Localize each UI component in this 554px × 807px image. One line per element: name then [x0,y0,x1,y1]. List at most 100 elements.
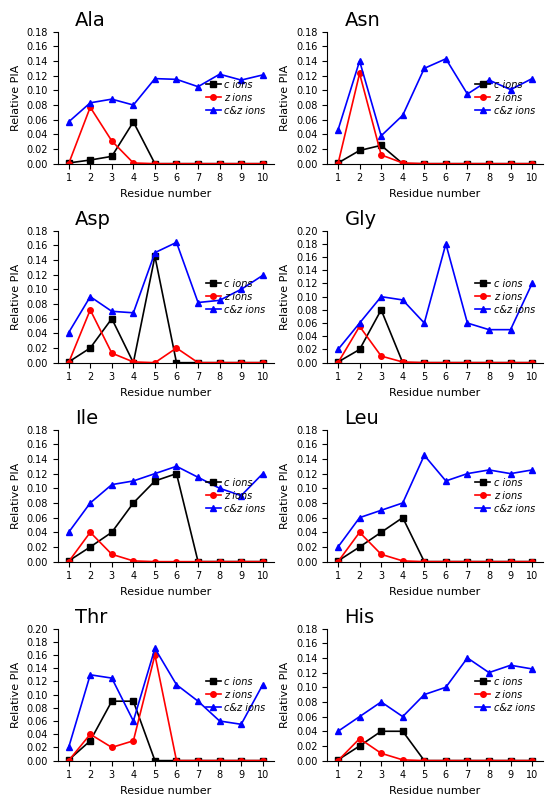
c&z ions [529,73,535,83]
Text: Ala: Ala [75,11,106,30]
z ions [130,158,137,168]
z ions [529,159,535,169]
z ions [335,756,341,766]
z ions [443,557,449,567]
c&z ions [87,498,94,508]
c ions [399,512,406,522]
Line: c ions: c ions [66,253,265,366]
Line: z ions: z ions [66,652,265,763]
c ions [486,557,493,567]
Text: Ile: Ile [75,409,98,428]
c ions [65,357,72,366]
X-axis label: Residue number: Residue number [389,786,481,796]
c&z ions [529,278,535,288]
c ions [464,159,471,169]
c&z ions [130,100,137,110]
Line: c&z ions: c&z ions [66,72,265,124]
c&z ions [65,528,72,537]
z ions [486,159,493,169]
c ions [356,542,363,552]
c&z ions [87,292,94,302]
c ions [238,159,244,169]
c&z ions [335,345,341,354]
c&z ions [486,325,493,335]
c&z ions [238,75,244,85]
z ions [87,528,94,537]
c ions [443,756,449,766]
c&z ions [194,298,201,307]
c&z ions [335,726,341,736]
z ions [152,650,158,660]
X-axis label: Residue number: Residue number [120,786,211,796]
c ions [109,314,115,324]
Legend: c ions, z ions, c&z ions: c ions, z ions, c&z ions [203,674,269,716]
z ions [109,349,115,358]
c ions [130,696,137,706]
z ions [65,358,72,367]
X-axis label: Residue number: Residue number [389,587,481,597]
Line: c ions: c ions [335,307,535,366]
Line: c&z ions: c&z ions [66,646,265,751]
z ions [238,159,244,169]
c ions [443,557,449,567]
z ions [335,159,341,169]
c&z ions [399,111,406,120]
c ions [259,756,266,766]
c&z ions [378,505,384,515]
z ions [356,69,363,78]
c&z ions [109,480,115,490]
c&z ions [464,469,471,479]
Line: c ions: c ions [335,515,535,564]
c&z ions [421,64,428,73]
z ions [259,159,266,169]
c&z ions [486,465,493,475]
z ions [216,159,223,169]
c&z ions [378,697,384,707]
Y-axis label: Relative PIA: Relative PIA [280,264,290,330]
c&z ions [443,239,449,249]
c ions [486,358,493,367]
c ions [335,755,341,765]
Legend: c ions, z ions, c&z ions: c ions, z ions, c&z ions [473,674,538,716]
c ions [399,358,406,367]
c ions [109,528,115,537]
c ions [109,152,115,161]
z ions [152,358,158,367]
z ions [259,756,266,766]
c ions [378,528,384,537]
Line: z ions: z ions [66,529,265,564]
c&z ions [194,472,201,482]
Text: Asp: Asp [75,210,111,229]
c&z ions [259,70,266,80]
z ions [216,756,223,766]
Legend: c ions, z ions, c&z ions: c ions, z ions, c&z ions [473,475,538,516]
c ions [152,476,158,486]
z ions [507,557,514,567]
c ions [173,358,180,367]
c ions [152,159,158,169]
Y-axis label: Relative PIA: Relative PIA [11,65,21,131]
c ions [507,358,514,367]
Text: Leu: Leu [345,409,379,428]
Legend: c ions, z ions, c&z ions: c ions, z ions, c&z ions [473,276,538,317]
c&z ions [464,653,471,663]
z ions [486,358,493,367]
c ions [335,358,341,367]
c ions [259,159,266,169]
c ions [507,756,514,766]
z ions [65,159,72,169]
c ions [87,542,94,552]
c ions [194,159,201,169]
c ions [529,358,535,367]
c ions [65,556,72,566]
c ions [529,159,535,169]
c&z ions [216,295,223,305]
c&z ions [443,54,449,64]
c&z ions [529,465,535,475]
Line: c&z ions: c&z ions [66,463,265,535]
c ions [399,159,406,169]
Line: z ions: z ions [335,529,535,564]
c ions [356,345,363,354]
Line: c ions: c ions [335,143,535,166]
c&z ions [173,679,180,689]
